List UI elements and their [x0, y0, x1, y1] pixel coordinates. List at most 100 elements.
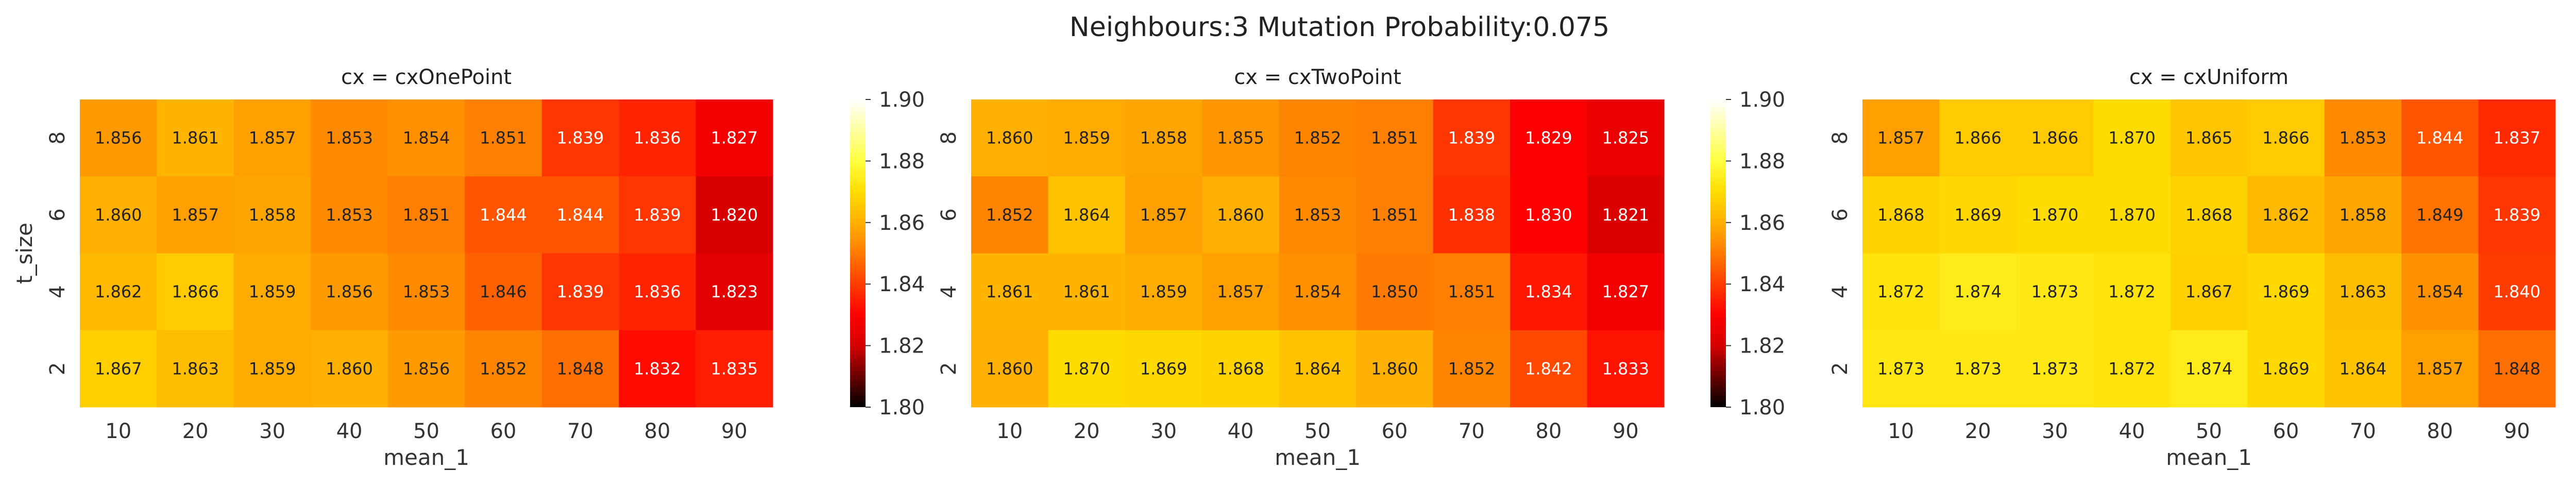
- cell-label: 1.868: [1877, 205, 1925, 225]
- cell-label: 1.856: [403, 359, 450, 378]
- cell-label: 1.869: [1954, 205, 2002, 225]
- heatmap-cell: [971, 99, 1048, 177]
- cell-label: 1.839: [557, 282, 604, 301]
- cell-label: 1.862: [95, 282, 142, 301]
- cell-label: 1.853: [326, 205, 373, 225]
- heatmap-cell: [465, 330, 543, 408]
- x-axis-label: mean_1: [1275, 445, 1361, 470]
- colorbar-tick-label: 1.88: [1739, 149, 1785, 173]
- y-tick-label: 6: [937, 208, 961, 221]
- cell-label: 1.868: [2185, 205, 2233, 225]
- heatmap-cell: [465, 99, 543, 177]
- heatmap-cell: [2093, 253, 2171, 331]
- cell-label: 1.839: [634, 205, 681, 225]
- panel-title: cx = cxTwoPoint: [1234, 65, 1401, 89]
- x-tick-label: 60: [490, 420, 516, 443]
- colorbar-tick-label: 1.84: [879, 273, 925, 296]
- cell-label: 1.851: [1448, 282, 1496, 301]
- heatmap-cell: [1433, 99, 1511, 177]
- heatmap-cell: [387, 176, 465, 254]
- cell-label: 1.857: [172, 205, 219, 225]
- heatmap-cell: [1510, 99, 1588, 177]
- cell-label: 1.842: [1525, 359, 1572, 378]
- heatmap-cell: [157, 253, 234, 331]
- cell-label: 1.874: [2185, 359, 2233, 378]
- cell-label: 1.864: [2340, 359, 2387, 378]
- cell-label: 1.857: [249, 128, 296, 148]
- x-tick-label: 60: [1381, 420, 1408, 443]
- colorbar-tick-label: 1.80: [1739, 396, 1785, 420]
- cell-label: 1.839: [557, 128, 604, 148]
- heatmap-cell: [2016, 330, 2094, 408]
- cell-label: 1.866: [172, 282, 219, 301]
- heatmap-cell: [1048, 176, 1126, 254]
- cell-label: 1.825: [1602, 128, 1649, 148]
- heatmap-panel-3: cx = cxUniform 1.857 1.866 1.866 1.870 1.865 1…: [1828, 65, 2556, 470]
- y-tick-label: 8: [1828, 131, 1852, 144]
- cell-label: 1.861: [1063, 282, 1110, 301]
- heatmap-cell: [2247, 176, 2325, 254]
- cell-label: 1.840: [2493, 282, 2540, 301]
- cell-label: 1.834: [1525, 282, 1572, 301]
- heatmap-cell: [2401, 253, 2479, 331]
- cell-label: 1.870: [2108, 205, 2156, 225]
- heatmap-cell: [1202, 330, 1280, 408]
- cell-label: 1.839: [2493, 205, 2540, 225]
- cell-label: 1.860: [1371, 359, 1418, 378]
- heatmap-cell: [2016, 99, 2094, 177]
- cell-label: 1.859: [249, 282, 296, 301]
- heatmap-cell: [311, 253, 388, 331]
- heatmap-cell: [2016, 176, 2094, 254]
- x-tick-label: 70: [1459, 420, 1485, 443]
- cell-label: 1.859: [1063, 128, 1110, 148]
- x-tick-label: 10: [1888, 420, 1914, 443]
- heatmap-cell: [80, 330, 157, 408]
- heatmap-cell: [2093, 176, 2171, 254]
- heatmap-cell: [465, 253, 543, 331]
- x-tick-label: 80: [1535, 420, 1562, 443]
- cell-label: 1.853: [403, 282, 450, 301]
- heatmap-cell: [2247, 99, 2325, 177]
- heatmap-cell: [1433, 253, 1511, 331]
- heatmap-cell: [2324, 330, 2402, 408]
- cell-label: 1.835: [710, 359, 758, 378]
- colorbar: [1710, 99, 1726, 407]
- heatmap-cell: [157, 176, 234, 254]
- heatmap-cell: [1356, 99, 1434, 177]
- heatmap-cell: [2324, 99, 2402, 177]
- cell-label: 1.863: [172, 359, 219, 378]
- cell-label: 1.854: [403, 128, 450, 148]
- heatmap-cell: [1862, 176, 1940, 254]
- heatmap-cell: [1939, 330, 2017, 408]
- heatmap-cell: [2478, 330, 2556, 408]
- heatmap-cell: [2247, 253, 2325, 331]
- heatmap-cell: [80, 99, 157, 177]
- heatmap-cell: [2324, 176, 2402, 254]
- cell-label: 1.844: [2416, 128, 2464, 148]
- cell-label: 1.870: [1063, 359, 1110, 378]
- cell-label: 1.848: [2493, 359, 2540, 378]
- cell-label: 1.857: [2416, 359, 2464, 378]
- cell-label: 1.827: [1602, 282, 1649, 301]
- cell-label: 1.836: [634, 282, 681, 301]
- heatmap-cell: [233, 176, 311, 254]
- cell-label: 1.873: [1877, 359, 1925, 378]
- heatmap-cell: [619, 176, 697, 254]
- x-tick-label: 20: [1074, 420, 1100, 443]
- cell-label: 1.830: [1525, 205, 1572, 225]
- cell-label: 1.858: [2340, 205, 2387, 225]
- y-tick-label: 4: [46, 285, 70, 298]
- cell-label: 1.863: [2340, 282, 2387, 301]
- cell-label: 1.837: [2493, 128, 2540, 148]
- heatmap-cell: [2170, 99, 2248, 177]
- heatmap-cell: [1510, 176, 1588, 254]
- x-tick-label: 50: [2196, 420, 2222, 443]
- heatmap-cell: [541, 99, 619, 177]
- cell-label: 1.858: [249, 205, 296, 225]
- cell-label: 1.862: [2262, 205, 2310, 225]
- y-tick-label: 4: [937, 285, 961, 298]
- x-tick-label: 30: [2042, 420, 2068, 443]
- cell-label: 1.851: [1371, 205, 1418, 225]
- heatmap-cell: [2478, 253, 2556, 331]
- heatmap-cell: [1433, 176, 1511, 254]
